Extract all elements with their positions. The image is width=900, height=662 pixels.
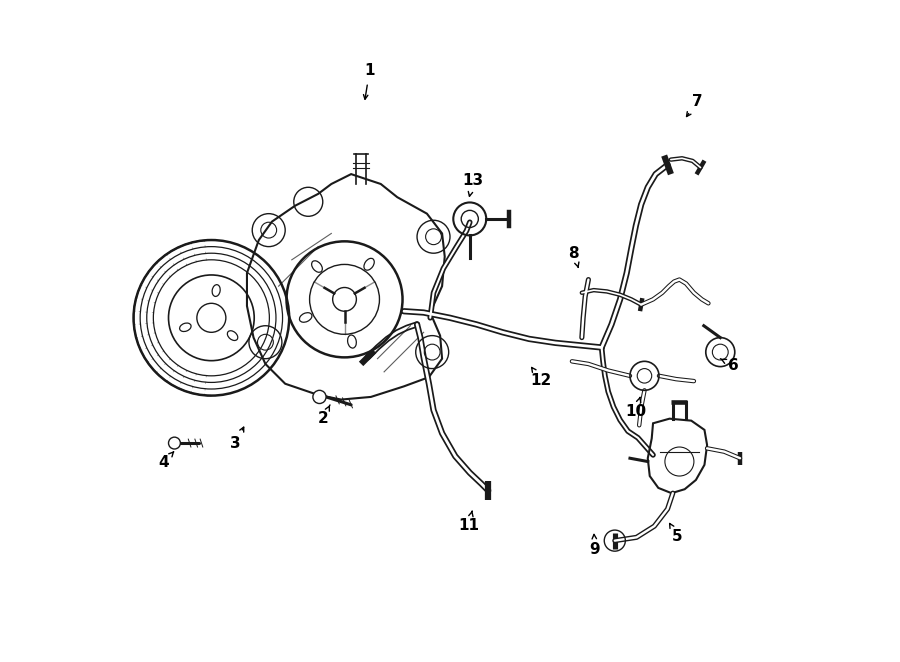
- Text: 12: 12: [530, 373, 552, 388]
- Text: 10: 10: [626, 404, 646, 419]
- Circle shape: [313, 391, 326, 404]
- Text: 5: 5: [672, 529, 683, 544]
- Text: 1: 1: [364, 63, 374, 78]
- Text: 3: 3: [230, 436, 241, 451]
- Text: 6: 6: [728, 357, 739, 373]
- Text: 8: 8: [569, 246, 580, 261]
- Text: 13: 13: [463, 173, 483, 188]
- Circle shape: [168, 437, 180, 449]
- Text: 9: 9: [590, 542, 600, 557]
- Text: 2: 2: [318, 410, 328, 426]
- Text: 7: 7: [692, 94, 703, 109]
- Text: 11: 11: [458, 518, 479, 533]
- Text: 4: 4: [158, 455, 168, 470]
